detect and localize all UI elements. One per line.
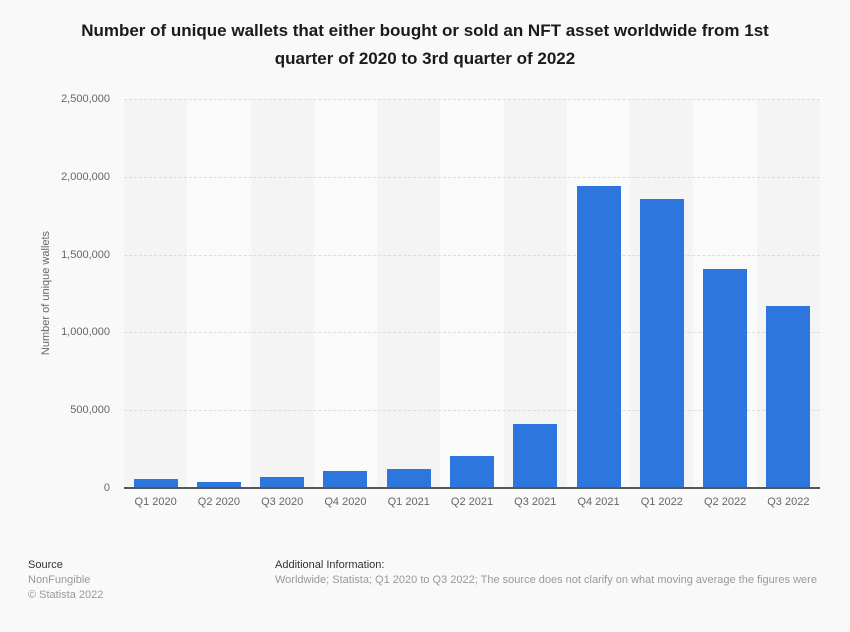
y-tick-label-1-500-000: 1,500,000 bbox=[61, 248, 110, 261]
bar-q3-2022[interactable] bbox=[766, 305, 811, 488]
plot-band-q3-2021 bbox=[503, 99, 567, 488]
x-axis-label-q1-2021: Q1 2021 bbox=[387, 496, 430, 508]
source-name[interactable]: NonFungible bbox=[28, 574, 91, 586]
additional-info-label: Additional Information: bbox=[275, 559, 385, 571]
gridline-2-000-000 bbox=[124, 176, 820, 178]
x-axis-label-q3-2022: Q3 2022 bbox=[767, 496, 810, 508]
bar-q2-2022[interactable] bbox=[703, 268, 748, 488]
bar-q3-2021[interactable] bbox=[513, 424, 558, 488]
bar-q4-2021[interactable] bbox=[576, 186, 621, 488]
gridline-1-500-000 bbox=[124, 254, 820, 256]
plot-band-q2-2021 bbox=[440, 99, 504, 488]
y-tick-label-1-000-000: 1,000,000 bbox=[61, 326, 110, 339]
bar-q3-2020[interactable] bbox=[260, 477, 305, 488]
additional-info-text: Worldwide; Statista; Q1 2020 to Q3 2022;… bbox=[275, 574, 817, 586]
x-axis-label-q2-2022: Q2 2022 bbox=[703, 496, 747, 508]
plot-band-q3-2020 bbox=[250, 99, 314, 488]
chart-plot-area bbox=[124, 99, 820, 489]
bar-q1-2020[interactable] bbox=[133, 479, 178, 488]
source-block: Source NonFungible © Statista 2022 bbox=[28, 558, 103, 603]
x-axis-label-q3-2021: Q3 2021 bbox=[514, 496, 557, 508]
gridline-2-500-000 bbox=[124, 99, 820, 100]
x-axis-line bbox=[124, 487, 820, 489]
bar-q1-2022[interactable] bbox=[639, 198, 684, 488]
gridline-1-000-000 bbox=[124, 332, 820, 334]
bar-q1-2021[interactable] bbox=[386, 468, 431, 488]
x-axis-label-q1-2022: Q1 2022 bbox=[640, 496, 683, 508]
page-title: Number of unique wallets that either bou… bbox=[81, 21, 769, 68]
source-label: Source bbox=[28, 559, 63, 571]
plot-band-q1-2021 bbox=[377, 99, 441, 488]
gridline-500-000 bbox=[124, 410, 820, 412]
x-axis-label-q2-2020: Q2 2020 bbox=[197, 496, 240, 508]
x-axis-label-q4-2021: Q4 2021 bbox=[577, 496, 620, 508]
plot-band-q2-2020 bbox=[187, 99, 251, 488]
copyright-notice: © Statista 2022 bbox=[28, 589, 104, 601]
x-axis-label-q1-2020: Q1 2020 bbox=[134, 496, 177, 508]
y-tick-label-2-000-000: 2,000,000 bbox=[61, 170, 110, 183]
y-tick-label-500-000: 500,000 bbox=[70, 404, 110, 417]
bar-q4-2020[interactable] bbox=[323, 470, 368, 488]
additional-info-block: Additional Information: Worldwide; Stati… bbox=[275, 558, 820, 588]
plot-band-q1-2020 bbox=[124, 99, 188, 488]
x-axis-label-q4-2020: Q4 2020 bbox=[324, 496, 367, 508]
bar-q2-2020[interactable] bbox=[196, 481, 241, 488]
y-tick-label-2-500-000: 2,500,000 bbox=[61, 93, 110, 105]
y-tick-label-0: 0 bbox=[103, 482, 110, 494]
y-axis-title: Number of unique wallets bbox=[40, 230, 52, 356]
x-axis-label-q3-2020: Q3 2020 bbox=[261, 496, 304, 508]
bar-q2-2021[interactable] bbox=[450, 456, 494, 488]
x-axis-label-q2-2021: Q2 2021 bbox=[450, 496, 494, 508]
plot-band-q4-2020 bbox=[313, 99, 378, 488]
